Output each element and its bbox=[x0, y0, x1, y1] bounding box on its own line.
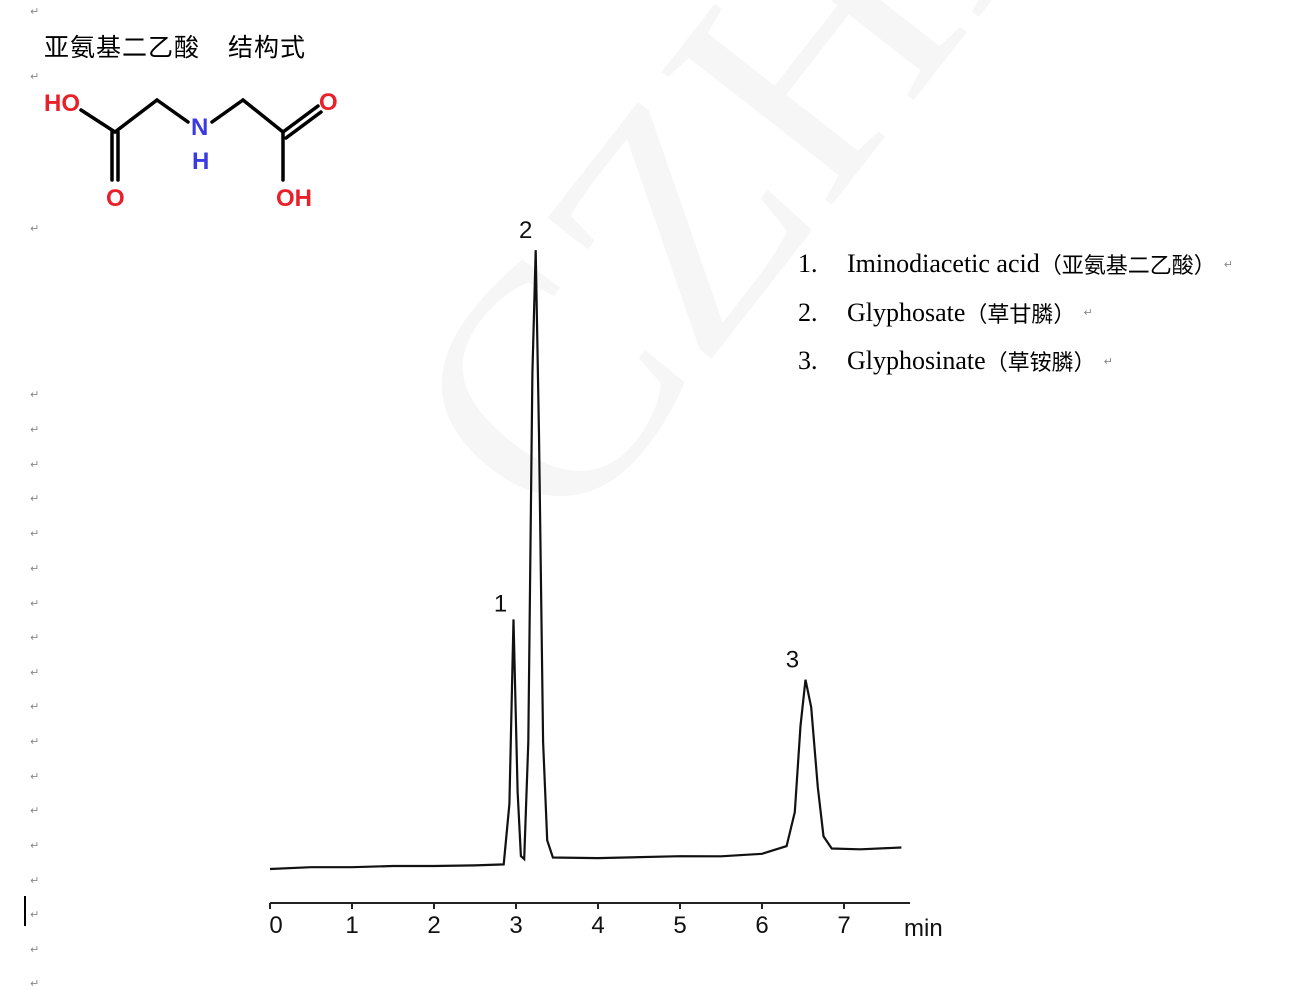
paragraph-mark: ↵ bbox=[1083, 306, 1093, 320]
paragraph-mark: ↵ bbox=[30, 943, 40, 956]
paragraph-mark: ↵ bbox=[30, 735, 40, 748]
paragraph-mark: ↵ bbox=[30, 562, 40, 575]
paragraph-mark: ↵ bbox=[30, 874, 40, 887]
text-cursor bbox=[24, 896, 26, 926]
legend-name: Iminodiacetic acid bbox=[847, 249, 1040, 279]
atom-o: O bbox=[319, 89, 338, 116]
paragraph-mark: ↵ bbox=[30, 597, 40, 610]
legend-name: Glyphosinate bbox=[847, 346, 986, 376]
x-tick-label: 4 bbox=[591, 912, 604, 939]
chromatogram-trace bbox=[269, 250, 902, 871]
peak-label: 1 bbox=[494, 590, 507, 617]
paragraph-mark: ↵ bbox=[1103, 354, 1113, 368]
atom-n: N bbox=[191, 114, 208, 141]
paragraph-mark: ↵ bbox=[30, 770, 40, 783]
legend-item: 1. Iminodiacetic acid （亚氨基二乙酸） ↵ bbox=[798, 240, 1233, 289]
paragraph-mark: ↵ bbox=[30, 423, 40, 436]
legend-number: 3. bbox=[798, 346, 818, 376]
bond bbox=[113, 98, 159, 134]
peak-legend: 1. Iminodiacetic acid （亚氨基二乙酸） ↵ 2. Glyphosa… bbox=[798, 240, 1233, 386]
paragraph-mark: ↵ bbox=[30, 222, 40, 235]
x-tick-label: 3 bbox=[509, 912, 522, 939]
atom-h: H bbox=[192, 148, 209, 175]
legend-number: 1. bbox=[798, 249, 818, 279]
x-tick-label: 7 bbox=[837, 912, 850, 939]
paragraph-mark: ↵ bbox=[30, 804, 40, 817]
bond bbox=[284, 110, 323, 140]
paragraph-mark: ↵ bbox=[30, 666, 40, 679]
legend-item: 3. Glyphosinate （草铵膦） ↵ bbox=[798, 337, 1233, 386]
legend-item: 2. Glyphosate （草甘膦） ↵ bbox=[798, 289, 1233, 338]
paragraph-mark: ↵ bbox=[1223, 257, 1233, 271]
paragraph-mark: ↵ bbox=[30, 388, 40, 401]
legend-cn-name: （草铵膦） bbox=[985, 351, 1096, 377]
bond bbox=[281, 104, 320, 134]
bond bbox=[155, 98, 190, 124]
bond bbox=[210, 98, 245, 124]
bond bbox=[241, 98, 285, 134]
x-tick-label: 1 bbox=[345, 912, 358, 939]
legend-cn-name: （亚氨基二乙酸） bbox=[1039, 254, 1216, 280]
peak-label: 3 bbox=[786, 647, 799, 674]
legend-name: Glyphosate bbox=[847, 297, 966, 327]
paragraph-mark: ↵ bbox=[30, 70, 40, 83]
atom-oh: OH bbox=[276, 185, 312, 212]
atom-o: O bbox=[106, 185, 125, 212]
atom-ho: HO bbox=[44, 90, 80, 117]
legend-cn-name: （草甘膦） bbox=[965, 302, 1076, 328]
paragraph-mark: ↵ bbox=[30, 5, 40, 18]
x-tick-label: 6 bbox=[755, 912, 768, 939]
peak-label: 2 bbox=[519, 217, 532, 244]
paragraph-mark: ↵ bbox=[30, 527, 40, 540]
document-heading: 亚氨基二乙酸 结构式 bbox=[44, 28, 306, 64]
paragraph-mark: ↵ bbox=[30, 839, 40, 852]
paragraph-mark: ↵ bbox=[30, 458, 40, 471]
x-axis-label: min bbox=[904, 915, 943, 942]
paragraph-mark: ↵ bbox=[30, 492, 40, 505]
heading-suffix: 结构式 bbox=[228, 33, 307, 62]
paragraph-mark: ↵ bbox=[30, 700, 40, 713]
paragraph-mark: ↵ bbox=[30, 977, 40, 990]
x-tick-label: 2 bbox=[427, 912, 440, 939]
paragraph-mark: ↵ bbox=[30, 908, 40, 921]
legend-number: 2. bbox=[798, 297, 818, 327]
compound-name: 亚氨基二乙酸 bbox=[44, 33, 201, 62]
bond bbox=[79, 108, 117, 134]
x-tick-label: 5 bbox=[673, 912, 686, 939]
paragraph-mark: ↵ bbox=[30, 631, 40, 644]
x-tick-label: 0 bbox=[269, 912, 282, 939]
